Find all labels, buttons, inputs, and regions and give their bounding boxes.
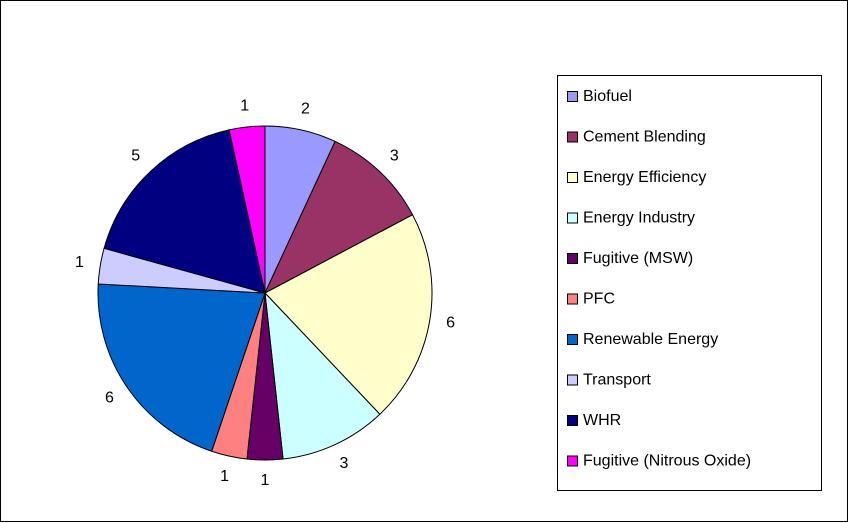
legend-swatch: [567, 415, 578, 426]
pie-slice: [103, 129, 266, 294]
legend-swatch: [567, 293, 578, 305]
legend-swatch: [567, 253, 578, 264]
data-label: 1: [220, 468, 229, 485]
data-label: 6: [105, 390, 114, 407]
pie-slice: [97, 283, 266, 452]
legend-swatch: [567, 455, 578, 467]
legend-label: Biofuel: [583, 88, 632, 105]
legend-label: Fugitive (MSW): [583, 250, 693, 267]
legend-label: Fugitive (Nitrous Oxide): [583, 453, 751, 470]
pie-slice: [264, 214, 433, 415]
legend-swatch: [567, 131, 578, 143]
legend-label: WHR: [583, 412, 621, 429]
data-label: 3: [390, 148, 399, 165]
legend-label: Renewable Energy: [583, 331, 718, 348]
legend-swatch: [567, 374, 578, 386]
legend-swatch: [567, 172, 578, 183]
legend-swatch: [567, 91, 578, 102]
legend-swatch: [567, 212, 578, 224]
data-label: 1: [261, 472, 270, 489]
data-label: 1: [75, 254, 84, 271]
data-label: 6: [446, 315, 455, 332]
data-label: 1: [240, 97, 249, 114]
legend-label: Cement Blending: [583, 129, 706, 146]
legend-box: [557, 75, 822, 491]
legend-label: Energy Efficiency: [583, 169, 706, 186]
pie-slice: [264, 291, 381, 460]
legend-label: PFC: [583, 291, 615, 308]
pie-slice: [263, 140, 414, 295]
pie-slice: [228, 125, 266, 294]
data-label: 5: [131, 148, 140, 165]
legend-label: Transport: [583, 372, 651, 389]
data-label: 2: [301, 101, 310, 118]
data-label: 3: [339, 455, 348, 472]
legend-swatch: [567, 334, 578, 345]
legend-label: Energy Industry: [583, 210, 695, 227]
